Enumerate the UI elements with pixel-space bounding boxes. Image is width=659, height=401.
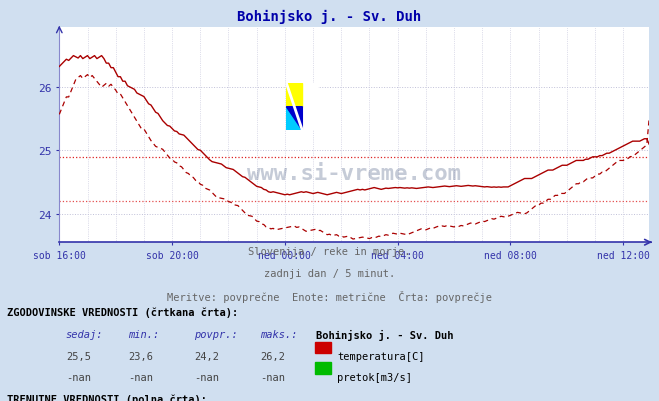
Text: -nan: -nan	[129, 372, 154, 382]
Text: 24,2: 24,2	[194, 351, 219, 361]
Text: zadnji dan / 5 minut.: zadnji dan / 5 minut.	[264, 269, 395, 279]
Text: temperatura[C]: temperatura[C]	[337, 351, 425, 361]
Text: 26,2: 26,2	[260, 351, 285, 361]
Text: maks.:: maks.:	[260, 329, 298, 339]
Text: TRENUTNE VREDNOSTI (polna črta):: TRENUTNE VREDNOSTI (polna črta):	[7, 394, 206, 401]
Text: Bohinjsko j. - Sv. Duh: Bohinjsko j. - Sv. Duh	[237, 10, 422, 24]
Text: 25,5: 25,5	[66, 351, 91, 361]
Text: -nan: -nan	[260, 372, 285, 382]
Text: ZGODOVINSKE VREDNOSTI (črtkana črta):: ZGODOVINSKE VREDNOSTI (črtkana črta):	[7, 307, 238, 317]
Polygon shape	[287, 84, 302, 107]
Text: sedaj:: sedaj:	[66, 329, 103, 339]
Text: Slovenija / reke in morje.: Slovenija / reke in morje.	[248, 247, 411, 257]
Text: povpr.:: povpr.:	[194, 329, 238, 339]
Text: 23,6: 23,6	[129, 351, 154, 361]
Polygon shape	[287, 107, 302, 131]
Text: min.:: min.:	[129, 329, 159, 339]
Text: Meritve: povprečne  Enote: metrične  Črta: povprečje: Meritve: povprečne Enote: metrične Črta:…	[167, 291, 492, 303]
Polygon shape	[287, 107, 302, 131]
Text: -nan: -nan	[66, 372, 91, 382]
Text: Bohinjsko j. - Sv. Duh: Bohinjsko j. - Sv. Duh	[316, 329, 454, 340]
Text: pretok[m3/s]: pretok[m3/s]	[337, 372, 413, 382]
Text: -nan: -nan	[194, 372, 219, 382]
Text: www.si-vreme.com: www.si-vreme.com	[247, 164, 461, 184]
